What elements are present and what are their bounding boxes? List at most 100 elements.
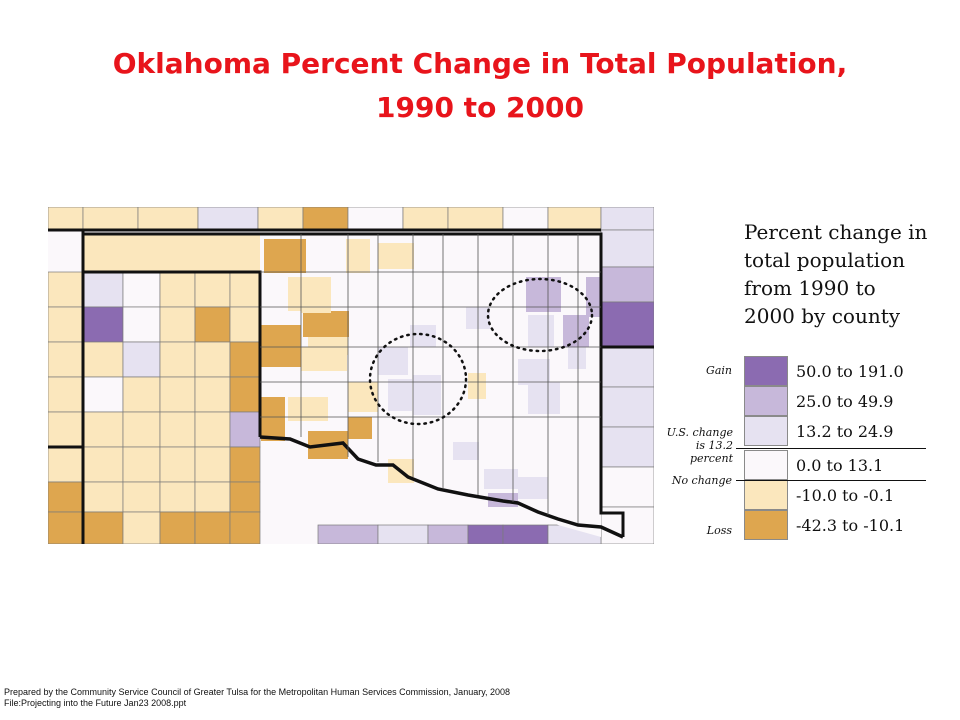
footer-credits: Prepared by the Community Service Counci… (4, 687, 510, 709)
texas-county-cell (82, 306, 124, 343)
county-tulsa (528, 315, 554, 347)
texas-county-cell (229, 271, 261, 308)
legend-heading-line4: 2000 by county (744, 304, 901, 328)
legend-swatch-4 (744, 450, 788, 480)
county-creek (518, 359, 550, 385)
texas-county-cell (122, 446, 161, 483)
texas-county-cell (194, 511, 231, 544)
kansas-county-cell (302, 207, 349, 231)
legend-heading-line2: total population (744, 248, 905, 272)
texas-county-cell (194, 446, 231, 483)
kansas-county-cell (447, 207, 504, 231)
texas-county-cell (48, 376, 84, 413)
legend-swatch-5 (744, 480, 788, 510)
north-texas-county-cell (502, 524, 549, 544)
texas-county-cell (159, 341, 196, 378)
county-woods (303, 311, 349, 337)
legend-no-change-label: No change (671, 474, 732, 487)
legend-label-2: 25.0 to 49.9 (796, 392, 894, 411)
state-borders (48, 228, 654, 544)
county-cells (48, 207, 654, 544)
texas-county-cell (229, 511, 261, 544)
north-texas-county-cell (427, 524, 469, 544)
legend-heading-line3: from 1990 to (744, 276, 876, 300)
county-mcclain (453, 442, 479, 460)
legend-gain-label: Gain (706, 364, 732, 377)
county-cherokee (484, 469, 518, 489)
texas-border (48, 272, 85, 544)
texas-county-cell (159, 511, 196, 544)
arkansas-county-cell (600, 266, 654, 303)
arkansas-county-cell (600, 346, 654, 388)
county-lines (260, 234, 601, 523)
texas-county-cell (82, 511, 124, 544)
legend-heading: Percent change in total population from … (744, 218, 944, 330)
map-title: Oklahoma Percent Change in Total Populat… (0, 42, 960, 130)
legend-loss-label: Loss (706, 524, 732, 537)
texas-county-cell (48, 481, 84, 513)
map-canvas (48, 207, 654, 544)
county-muskogee (528, 382, 560, 414)
texas-county-cell (48, 411, 84, 448)
texas-county-cell (122, 411, 161, 448)
highlight-circles (368, 277, 594, 426)
county-oklahoma (378, 347, 408, 375)
texas-county-cell (159, 376, 196, 413)
legend-label-4: 0.0 to 13.1 (796, 456, 884, 475)
texas-county-cell (229, 446, 261, 483)
oklahoma-city-area-highlight (368, 332, 468, 426)
legend-swatch-1 (744, 356, 788, 386)
arkansas-county-cell (600, 466, 654, 508)
texas-county-cell (82, 411, 124, 448)
county-cleveland (413, 375, 441, 415)
north-texas-county-cell (467, 524, 504, 544)
county-harper (264, 239, 306, 273)
texas-county-cell (159, 446, 196, 483)
kansas-county-cell (48, 207, 84, 231)
legend-label-6: -42.3 to -10.1 (796, 516, 905, 535)
texas-county-cell (82, 271, 124, 308)
legend-swatch-3 (744, 416, 788, 446)
kansas-county-cell (197, 207, 259, 231)
north-texas-county-cell (377, 524, 429, 544)
texas-county-cell (229, 481, 261, 513)
arkansas-county-cell (600, 301, 654, 348)
texas-county-cell (229, 341, 261, 378)
county-dewey (261, 325, 301, 367)
texas-county-cell (48, 271, 84, 308)
county-grant (346, 239, 370, 273)
kansas-county-cell (547, 207, 602, 231)
texas-county-cell (194, 376, 231, 413)
county-mayes (568, 347, 586, 369)
county-bryan (518, 477, 548, 499)
texas-county-cell (159, 481, 196, 513)
county-rogers (586, 277, 601, 317)
red-river-border (259, 435, 624, 539)
texas-county-cell (194, 306, 231, 343)
texas-county-cell (122, 306, 161, 343)
kansas-county-cell (502, 207, 549, 231)
legend-us-change-line (736, 448, 926, 449)
kansas-county-cell (257, 207, 304, 231)
texas-county-cell (194, 271, 231, 308)
oklahoma-counties (83, 234, 601, 537)
kansas-county-cell (82, 207, 139, 231)
county-harmon (261, 397, 285, 441)
county-woodward (308, 337, 348, 355)
texas-county-cell (229, 411, 261, 448)
legend-swatch-6 (744, 510, 788, 540)
county-kay (378, 243, 414, 269)
footer-line1: Prepared by the Community Service Counci… (4, 687, 511, 697)
texas-county-cell (229, 376, 261, 413)
texas-county-cell (82, 341, 124, 378)
arkansas-border (599, 234, 654, 513)
kansas-county-cell (402, 207, 449, 231)
legend-label-1: 50.0 to 191.0 (796, 362, 904, 381)
texas-county-cell (229, 306, 261, 343)
texas-county-cell (194, 481, 231, 513)
texas-county-cell (122, 341, 161, 378)
texas-county-cell (82, 376, 124, 413)
county-choropleth-map (48, 207, 654, 544)
map-title-line1: Oklahoma Percent Change in Total Populat… (112, 47, 848, 80)
texas-county-cell (48, 341, 84, 378)
